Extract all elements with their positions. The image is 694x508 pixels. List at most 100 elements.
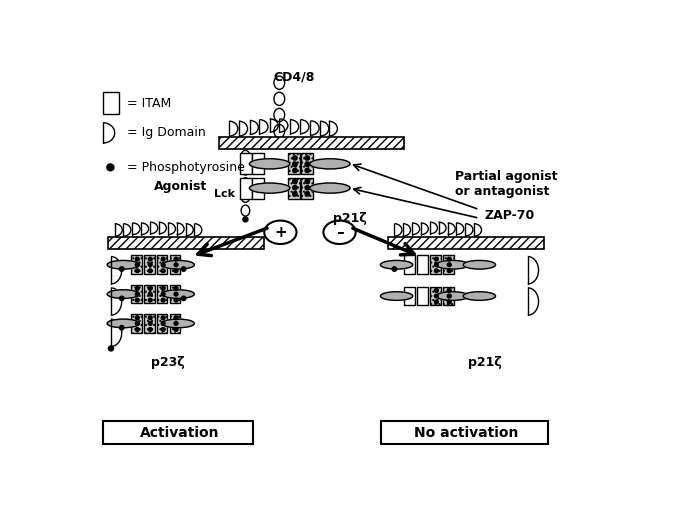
Ellipse shape	[305, 192, 310, 196]
Ellipse shape	[434, 294, 439, 298]
Bar	[388, 237, 544, 249]
Ellipse shape	[293, 185, 297, 190]
Bar	[404, 256, 415, 274]
Ellipse shape	[434, 289, 439, 292]
Ellipse shape	[174, 328, 178, 331]
Text: Partial agonist
or antagonist: Partial agonist or antagonist	[455, 170, 558, 198]
Ellipse shape	[108, 346, 114, 351]
Ellipse shape	[135, 257, 139, 261]
Bar	[131, 314, 142, 333]
Ellipse shape	[249, 158, 290, 169]
Bar	[219, 137, 404, 149]
Ellipse shape	[174, 298, 178, 302]
Ellipse shape	[293, 162, 297, 167]
Ellipse shape	[149, 292, 152, 296]
Ellipse shape	[135, 287, 139, 291]
Ellipse shape	[448, 289, 451, 292]
Ellipse shape	[181, 267, 186, 271]
Ellipse shape	[107, 319, 139, 328]
Text: = ITAM: = ITAM	[127, 97, 171, 110]
Text: = Phosphotyrosine: = Phosphotyrosine	[127, 161, 245, 174]
Bar	[430, 256, 441, 274]
Ellipse shape	[135, 316, 139, 320]
Bar	[240, 153, 252, 174]
Ellipse shape	[135, 269, 139, 273]
Ellipse shape	[305, 185, 310, 190]
Ellipse shape	[437, 292, 468, 300]
Bar	[169, 314, 180, 333]
Bar	[131, 284, 142, 303]
Ellipse shape	[274, 108, 285, 121]
Bar	[404, 287, 415, 305]
Ellipse shape	[119, 267, 124, 271]
Text: Lck: Lck	[214, 189, 235, 199]
Ellipse shape	[293, 156, 297, 160]
Bar	[169, 256, 180, 274]
Ellipse shape	[149, 263, 152, 267]
Bar	[289, 153, 301, 174]
Text: CD4/8: CD4/8	[273, 71, 314, 84]
Ellipse shape	[434, 257, 439, 261]
Ellipse shape	[119, 296, 124, 301]
Text: = Ig Domain: = Ig Domain	[127, 126, 206, 139]
Bar	[157, 284, 167, 303]
Ellipse shape	[434, 269, 439, 273]
Text: p21ζ: p21ζ	[333, 211, 367, 225]
Bar	[417, 256, 428, 274]
Ellipse shape	[310, 183, 350, 193]
Ellipse shape	[241, 164, 250, 175]
Ellipse shape	[241, 178, 250, 188]
Ellipse shape	[274, 124, 285, 138]
Ellipse shape	[161, 257, 165, 261]
Ellipse shape	[305, 156, 310, 160]
Ellipse shape	[241, 205, 250, 216]
Ellipse shape	[149, 328, 152, 331]
Ellipse shape	[161, 263, 165, 267]
Ellipse shape	[174, 322, 178, 325]
Bar	[443, 287, 454, 305]
Ellipse shape	[448, 269, 451, 273]
Ellipse shape	[310, 158, 350, 169]
Ellipse shape	[392, 267, 397, 271]
Ellipse shape	[119, 326, 124, 330]
Bar	[157, 256, 167, 274]
Text: No activation: No activation	[414, 426, 518, 439]
Ellipse shape	[437, 261, 468, 269]
Bar	[417, 287, 428, 305]
Ellipse shape	[135, 322, 139, 325]
Ellipse shape	[135, 263, 139, 267]
Ellipse shape	[464, 292, 496, 300]
Ellipse shape	[149, 287, 152, 291]
Ellipse shape	[274, 92, 285, 106]
Ellipse shape	[161, 287, 165, 291]
Ellipse shape	[305, 179, 310, 183]
Ellipse shape	[135, 298, 139, 302]
Ellipse shape	[293, 192, 297, 196]
Ellipse shape	[448, 263, 451, 267]
Ellipse shape	[448, 300, 451, 304]
Bar	[131, 256, 142, 274]
Bar	[289, 177, 301, 199]
Ellipse shape	[174, 287, 178, 291]
Ellipse shape	[107, 164, 114, 171]
Bar	[144, 284, 155, 303]
Ellipse shape	[161, 292, 165, 296]
Ellipse shape	[434, 263, 439, 267]
Ellipse shape	[149, 298, 152, 302]
Text: ZAP-70: ZAP-70	[484, 209, 535, 222]
Ellipse shape	[305, 168, 310, 173]
Bar	[144, 314, 155, 333]
Ellipse shape	[174, 257, 178, 261]
Ellipse shape	[249, 183, 290, 193]
Bar	[103, 92, 119, 114]
Ellipse shape	[174, 269, 178, 273]
Ellipse shape	[149, 257, 152, 261]
Ellipse shape	[161, 269, 165, 273]
Ellipse shape	[293, 179, 297, 183]
Ellipse shape	[135, 328, 139, 331]
Ellipse shape	[174, 316, 178, 320]
Ellipse shape	[162, 319, 194, 328]
Bar	[443, 256, 454, 274]
Text: p21ζ: p21ζ	[468, 356, 502, 369]
Ellipse shape	[174, 263, 178, 267]
